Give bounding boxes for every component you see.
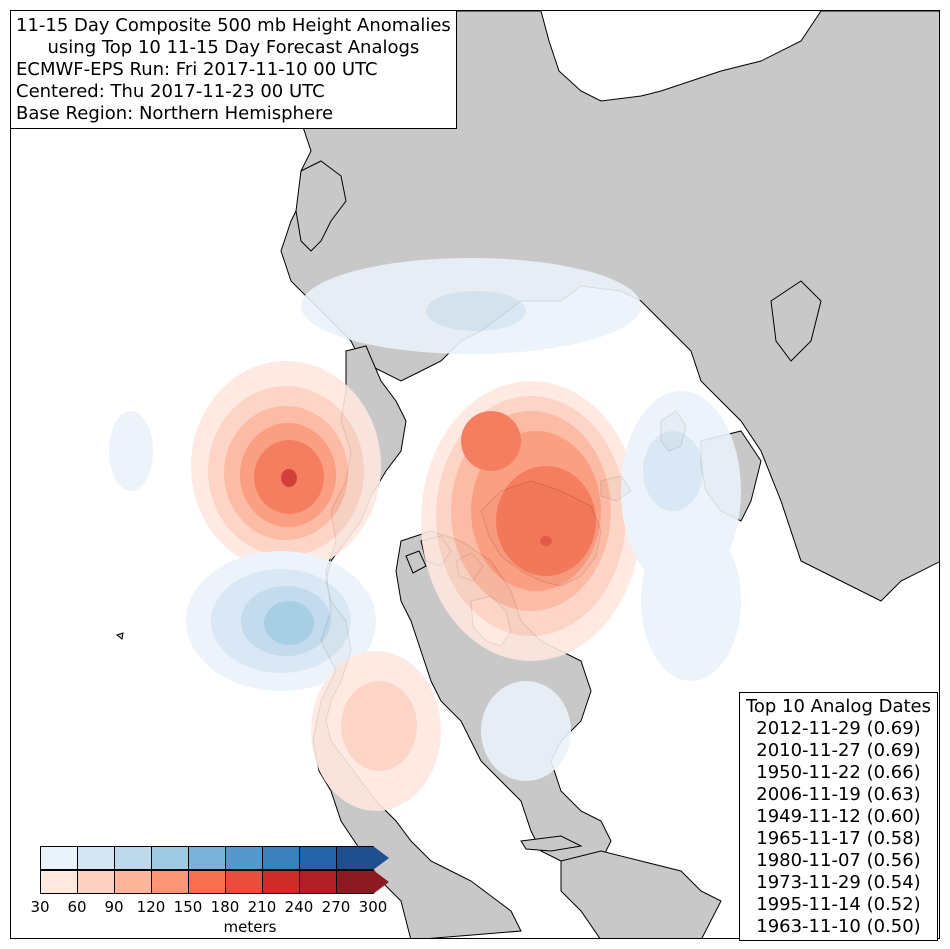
title-line-4: Centered: Thu 2017-11-23 00 UTC [16,81,325,102]
colorbar-negative-swatch [262,846,300,870]
colorbar: 30 60 90 120 150 180 210 240 270 300 meters [30,846,420,936]
polar-map [109,11,939,938]
title-line-5: Base Region: Northern Hemisphere [16,103,334,124]
kamchatka-land [770,280,822,362]
title-line-1: 11-15 Day Composite 500 mb Height Anomal… [16,15,451,36]
colorbar-units-label: meters [223,918,277,936]
colorbar-negative-swatch [336,846,374,870]
analog-dates-legend: Top 10 Analog Dates 2012-11-29 (0.69) 20… [738,692,938,941]
analog-date-item: 1950-11-22 (0.66) [756,762,921,783]
colorbar-positive-swatch [114,870,152,894]
colorbar-tick-label: 270 [321,898,351,916]
colorbar-negative-row [40,846,420,870]
analog-date-item: 1949-11-12 (0.60) [756,806,921,827]
height-anomaly-contours [109,258,741,811]
colorbar-positive-extend-arrow [373,870,389,894]
colorbar-negative-swatch [299,846,337,870]
colorbar-ticks: 30 60 90 120 150 180 210 240 270 300 [30,898,420,918]
eurasia-land [280,11,939,602]
anomaly-pos-pacific-6 [281,469,297,487]
anomaly-neg-europe-2 [643,431,703,511]
colorbar-tick-label: 150 [173,898,203,916]
anomaly-pos-greenland-7 [540,536,552,546]
cuba-land [520,835,583,852]
analog-date-item: 2010-11-27 (0.69) [756,740,921,761]
title-line-3: ECMWF-EPS Run: Fri 2017-11-10 00 UTC [16,59,378,80]
colorbar-negative-swatch [188,846,226,870]
colorbar-positive-swatch [77,870,115,894]
anomaly-pos-greenland-6 [461,411,521,471]
pacific-island [115,632,124,640]
anomaly-pos-westus-2 [341,681,417,771]
title-line-2: using Top 10 11-15 Day Forecast Analogs [47,37,420,58]
arctic-island-3 [405,550,427,574]
anomaly-neg-atlantic [641,521,741,681]
colorbar-tick-label: 120 [136,898,166,916]
analog-date-item: 2006-11-19 (0.63) [756,784,921,805]
anomaly-neg-siberia-inner [426,291,526,331]
colorbar-tick-label: 60 [67,898,87,916]
colorbar-positive-swatch [299,870,337,894]
analog-date-item: 1973-11-29 (0.54) [756,872,921,893]
colorbar-positive-row [40,870,420,894]
scandinavia-land [295,160,347,252]
anomaly-neg-npacific-4 [264,601,314,645]
central-america-land [560,850,722,938]
analog-header: Top 10 Analog Dates [745,696,931,717]
colorbar-negative-swatch [225,846,263,870]
colorbar-tick-label: 30 [30,898,50,916]
colorbar-tick-label: 90 [104,898,124,916]
anomaly-neg-eastus [481,681,571,781]
colorbar-negative-swatch [114,846,152,870]
analog-date-item: 1963-11-10 (0.50) [756,916,921,937]
colorbar-negative-swatch [40,846,78,870]
colorbar-positive-swatch [40,870,78,894]
colorbar-negative-swatch [77,846,115,870]
analog-date-item: 1980-11-07 (0.56) [756,850,921,871]
colorbar-tick-label: 300 [358,898,388,916]
colorbar-positive-swatch [336,870,374,894]
colorbar-positive-swatch [188,870,226,894]
colorbar-positive-swatch [225,870,263,894]
colorbar-positive-swatch [262,870,300,894]
anomaly-neg-aleutian [109,411,153,491]
colorbar-negative-extend-arrow [373,846,389,870]
colorbar-negative-swatch [151,846,189,870]
analog-date-item: 2012-11-29 (0.69) [756,718,921,739]
colorbar-tick-label: 180 [210,898,240,916]
analog-date-item: 1995-11-14 (0.52) [756,894,921,915]
colorbar-positive-swatch [151,870,189,894]
colorbar-tick-label: 210 [247,898,277,916]
map-panel [10,10,940,939]
analog-date-item: 1965-11-17 (0.58) [756,828,921,849]
anomaly-pos-greenland-5 [496,466,596,576]
map-title-box: 11-15 Day Composite 500 mb Height Anomal… [10,10,457,129]
colorbar-tick-label: 240 [284,898,314,916]
